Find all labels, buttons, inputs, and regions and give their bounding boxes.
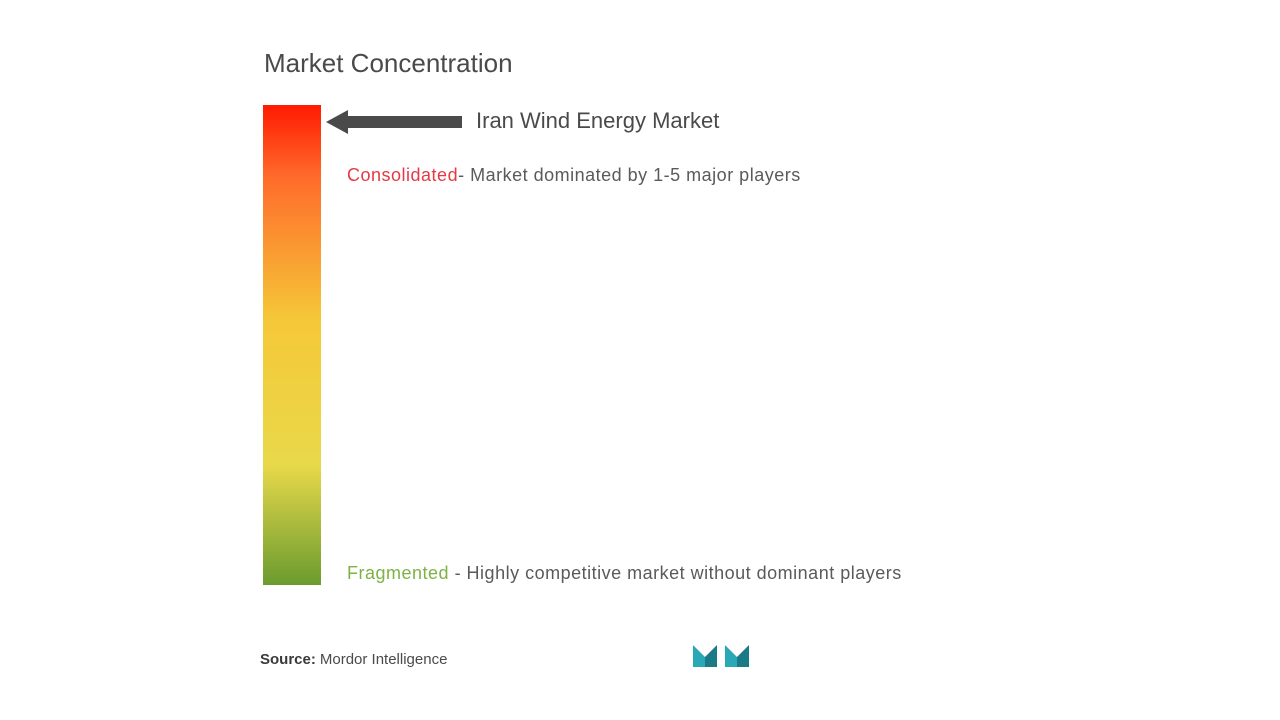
- arrow-head-icon: [326, 110, 348, 134]
- fragmented-label: Fragmented: [347, 563, 449, 583]
- arrow-line: [346, 116, 462, 128]
- source-row: Source:Mordor Intelligence: [260, 651, 447, 668]
- consolidated-description: - Market dominated by 1-5 major players: [458, 165, 801, 185]
- source-label: Source:: [260, 651, 316, 668]
- fragmented-row: Fragmented - Highly competitive market w…: [347, 563, 902, 584]
- market-position-arrow: [326, 110, 462, 132]
- market-name-label: Iran Wind Energy Market: [476, 108, 719, 134]
- fragmented-description: - Highly competitive market without domi…: [449, 563, 902, 583]
- source-text: Mordor Intelligence: [320, 651, 448, 668]
- consolidated-row: Consolidated- Market dominated by 1-5 ma…: [347, 165, 801, 186]
- concentration-gradient-bar: [263, 105, 321, 585]
- chart-title: Market Concentration: [264, 48, 513, 79]
- mordor-intelligence-logo-icon: [691, 643, 753, 669]
- consolidated-label: Consolidated: [347, 165, 458, 185]
